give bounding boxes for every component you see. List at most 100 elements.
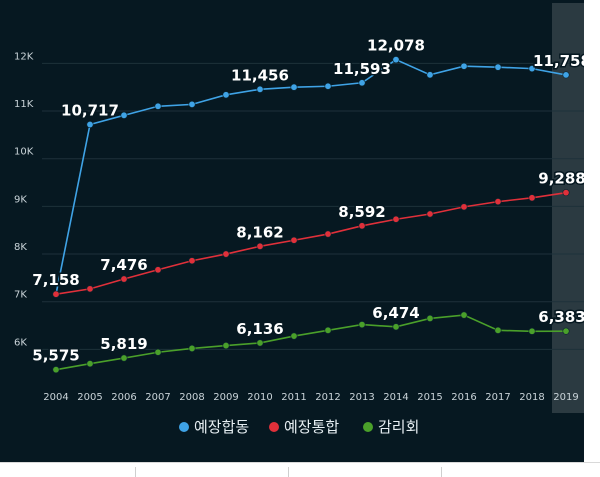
x-tick-label: 2008: [179, 392, 204, 403]
data-point: [358, 222, 366, 230]
data-point: [494, 63, 502, 71]
data-point: [392, 323, 400, 331]
data-label: 11,593: [333, 60, 391, 78]
data-point: [120, 275, 128, 283]
highlight-band: [552, 3, 584, 413]
series-line: [55, 191, 567, 295]
data-point: [256, 85, 264, 93]
data-point: [460, 311, 468, 319]
legend-label: 예장통합: [284, 418, 339, 436]
data-label: 8,592: [338, 203, 385, 221]
data-point: [290, 83, 298, 91]
data-point: [154, 266, 162, 274]
data-point: [52, 366, 60, 374]
x-tick-label: 2009: [213, 392, 238, 403]
page-margin-right: [584, 0, 600, 462]
x-tick-label: 2017: [485, 392, 510, 403]
data-point: [324, 82, 332, 90]
data-point: [86, 360, 94, 368]
data-label: 9,288: [538, 170, 584, 188]
y-tick-label: 9K: [14, 194, 27, 205]
y-tick-label: 8K: [14, 242, 27, 253]
data-point: [120, 111, 128, 119]
x-tick-label: 2013: [349, 392, 374, 403]
footer-divider: [135, 467, 136, 477]
legend-marker: [269, 422, 279, 432]
data-point: [188, 100, 196, 108]
data-label: 6,474: [372, 304, 419, 322]
data-label: 5,575: [32, 347, 79, 365]
x-tick-label: 2016: [451, 392, 476, 403]
data-point: [358, 321, 366, 329]
x-tick-label: 2010: [247, 392, 272, 403]
data-label: 6,136: [236, 320, 283, 338]
y-tick-label: 12K: [14, 51, 34, 62]
data-point: [494, 198, 502, 206]
data-point: [222, 342, 230, 350]
x-tick-label: 2007: [145, 392, 170, 403]
data-point: [392, 215, 400, 223]
page-footer-strip: [0, 462, 600, 477]
data-point: [426, 314, 434, 322]
data-point: [154, 348, 162, 356]
data-point: [188, 344, 196, 352]
series-line: [55, 58, 567, 295]
data-point: [86, 285, 94, 293]
data-point: [154, 102, 162, 110]
data-point: [392, 56, 400, 64]
x-tick-label: 2006: [111, 392, 136, 403]
footer-divider: [441, 467, 442, 477]
data-point: [324, 230, 332, 238]
data-point: [528, 65, 536, 73]
x-tick-label: 2012: [315, 392, 340, 403]
data-point: [528, 194, 536, 202]
x-tick-label: 2019: [553, 392, 578, 403]
data-point: [426, 210, 434, 218]
data-point: [460, 203, 468, 211]
data-point: [86, 121, 94, 129]
data-label: 5,819: [100, 335, 147, 353]
data-point: [256, 339, 264, 347]
legend-label: 감리회: [378, 418, 419, 436]
data-point: [290, 332, 298, 340]
data-point: [562, 189, 570, 197]
data-point: [562, 71, 570, 79]
data-label: 11,758: [533, 52, 584, 70]
x-tick-label: 2018: [519, 392, 544, 403]
data-point: [494, 326, 502, 334]
data-point: [562, 327, 570, 335]
data-label: 7,158: [32, 271, 79, 289]
data-point: [324, 326, 332, 334]
data-point: [222, 91, 230, 99]
data-point: [120, 354, 128, 362]
data-label: 11,456: [231, 66, 289, 84]
series-line: [55, 314, 567, 371]
data-point: [528, 327, 536, 335]
data-label: 7,476: [100, 256, 147, 274]
chart-area: 6K 7K 8K 9K 10K 11K 12K 2004 2005 2006 2007 2008 200…: [0, 0, 584, 462]
x-tick-label: 2011: [281, 392, 306, 403]
data-label: 8,162: [236, 223, 283, 241]
data-point: [52, 290, 60, 298]
data-point: [426, 71, 434, 79]
footer-divider: [288, 467, 289, 477]
data-label: 12,078: [367, 37, 425, 55]
legend-marker: [179, 422, 189, 432]
line-chart: 6K 7K 8K 9K 10K 11K 12K 2004 2005 2006 2007 2008 200…: [14, 3, 584, 436]
legend-label: 예장합동: [194, 418, 249, 436]
data-point: [188, 257, 196, 265]
x-tick-label: 2015: [417, 392, 442, 403]
data-point: [290, 236, 298, 244]
data-point: [222, 250, 230, 258]
y-tick-label: 7K: [14, 290, 27, 301]
data-point: [358, 79, 366, 87]
x-tick-label: 2005: [77, 392, 102, 403]
x-tick-label: 2004: [43, 392, 68, 403]
legend-marker: [363, 422, 373, 432]
data-point: [460, 62, 468, 70]
y-tick-label: 10K: [14, 147, 34, 158]
y-tick-label: 11K: [14, 99, 34, 110]
data-label: 6,383: [538, 308, 584, 326]
x-tick-label: 2014: [383, 392, 408, 403]
y-tick-label: 6K: [14, 337, 27, 348]
